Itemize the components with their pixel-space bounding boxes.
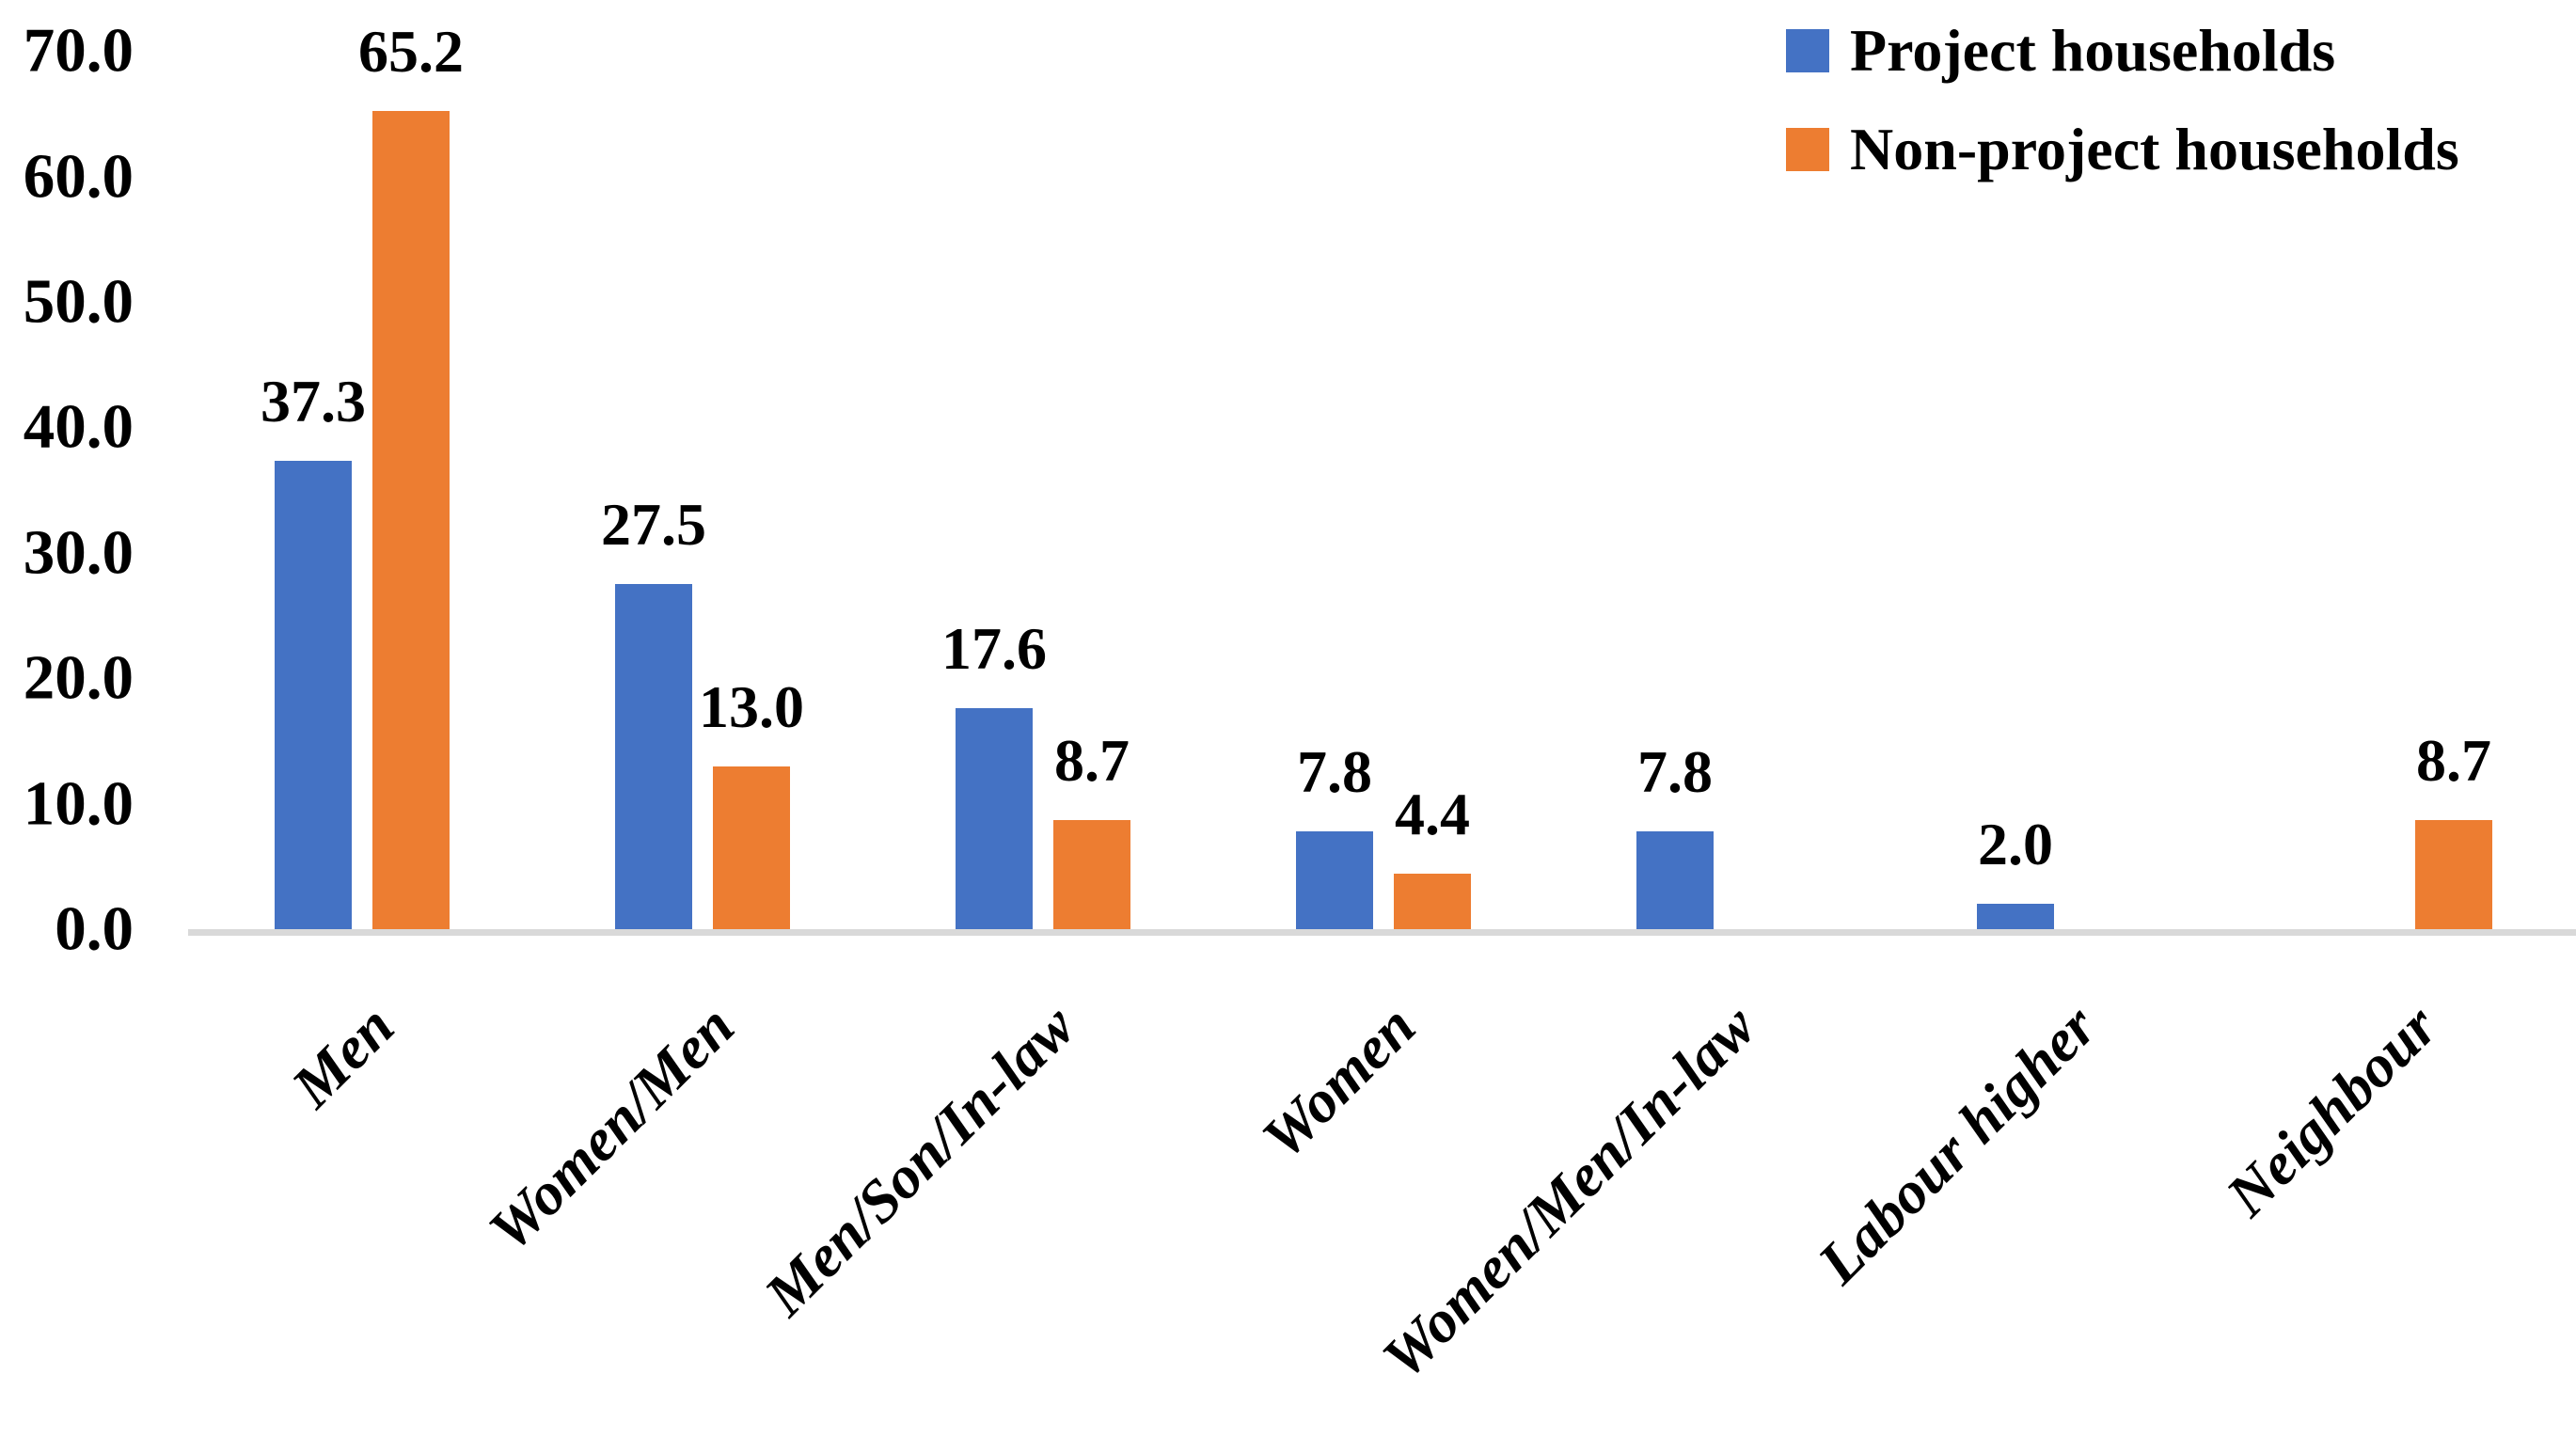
bar-project-households-men-son-in-law <box>956 708 1033 929</box>
y-tick-label: 20.0 <box>23 642 134 713</box>
y-tick-label: 40.0 <box>23 391 134 462</box>
x-category-label-neighbour: Neighbour <box>2212 992 2450 1229</box>
x-category-label-labour-higher: Labour higher <box>1805 992 2110 1297</box>
y-tick-label: 70.0 <box>23 15 134 86</box>
x-category-label-women: Women <box>1249 992 1429 1172</box>
data-label-non-project-households-neighbour: 8.7 <box>2416 727 2491 795</box>
legend-swatch-non-project-households <box>1786 128 1829 171</box>
y-tick-label: 60.0 <box>23 141 134 212</box>
data-label-non-project-households-women-men: 13.0 <box>699 673 804 741</box>
data-label-project-households-women: 7.8 <box>1297 738 1372 806</box>
bar-non-project-households-men <box>372 111 450 929</box>
legend-swatch-project-households <box>1786 29 1829 72</box>
legend-label-project-households: Project households <box>1850 17 2336 84</box>
data-label-project-households-women-men-in-law: 7.8 <box>1637 738 1713 806</box>
bar-non-project-households-women <box>1394 874 1471 929</box>
data-label-non-project-households-men: 65.2 <box>358 18 464 86</box>
bar-non-project-households-women-men <box>713 766 790 929</box>
x-category-label-men-son-in-law: Men/Son/In-law <box>751 992 1088 1329</box>
data-label-project-households-men-son-in-law: 17.6 <box>941 615 1047 683</box>
x-category-label-men: Men <box>278 992 407 1120</box>
data-label-project-households-men: 37.3 <box>261 368 366 435</box>
y-tick-label: 50.0 <box>23 266 134 337</box>
bar-project-households-women-men <box>615 584 692 929</box>
legend: Project households Non-project households <box>1786 15 2459 213</box>
data-label-project-households-women-men: 27.5 <box>601 491 706 559</box>
data-label-non-project-households-women: 4.4 <box>1395 781 1470 848</box>
y-tick-label: 10.0 <box>23 768 134 839</box>
y-tick-label: 30.0 <box>23 517 134 588</box>
plot-area: 37.3 65.2 27.5 13.0 17.6 8.7 7.8 4.4 7.8 2.0 8.7 <box>261 18 2492 929</box>
x-category-label-women-men-in-law: Women/Men/In-law <box>1369 992 1769 1392</box>
bar-project-households-women <box>1296 831 1373 929</box>
bar-project-households-women-men-in-law <box>1636 831 1714 929</box>
y-tick-label: 0.0 <box>55 893 134 964</box>
bar-non-project-households-men-son-in-law <box>1053 820 1130 929</box>
legend-item-non-project-households: Non-project households <box>1786 114 2459 185</box>
legend-label-non-project-households: Non-project households <box>1850 116 2459 182</box>
data-label-project-households-labour-higher: 2.0 <box>1978 811 2053 878</box>
bar-project-households-labour-higher <box>1977 904 2054 929</box>
x-axis-line <box>188 929 2576 936</box>
legend-item-project-households: Project households <box>1786 15 2459 87</box>
bar-project-households-men <box>275 461 352 929</box>
data-label-non-project-households-men-son-in-law: 8.7 <box>1054 727 1130 795</box>
bar-non-project-households-neighbour <box>2415 820 2492 929</box>
x-category-label-women-men: Women/Men <box>476 992 748 1264</box>
